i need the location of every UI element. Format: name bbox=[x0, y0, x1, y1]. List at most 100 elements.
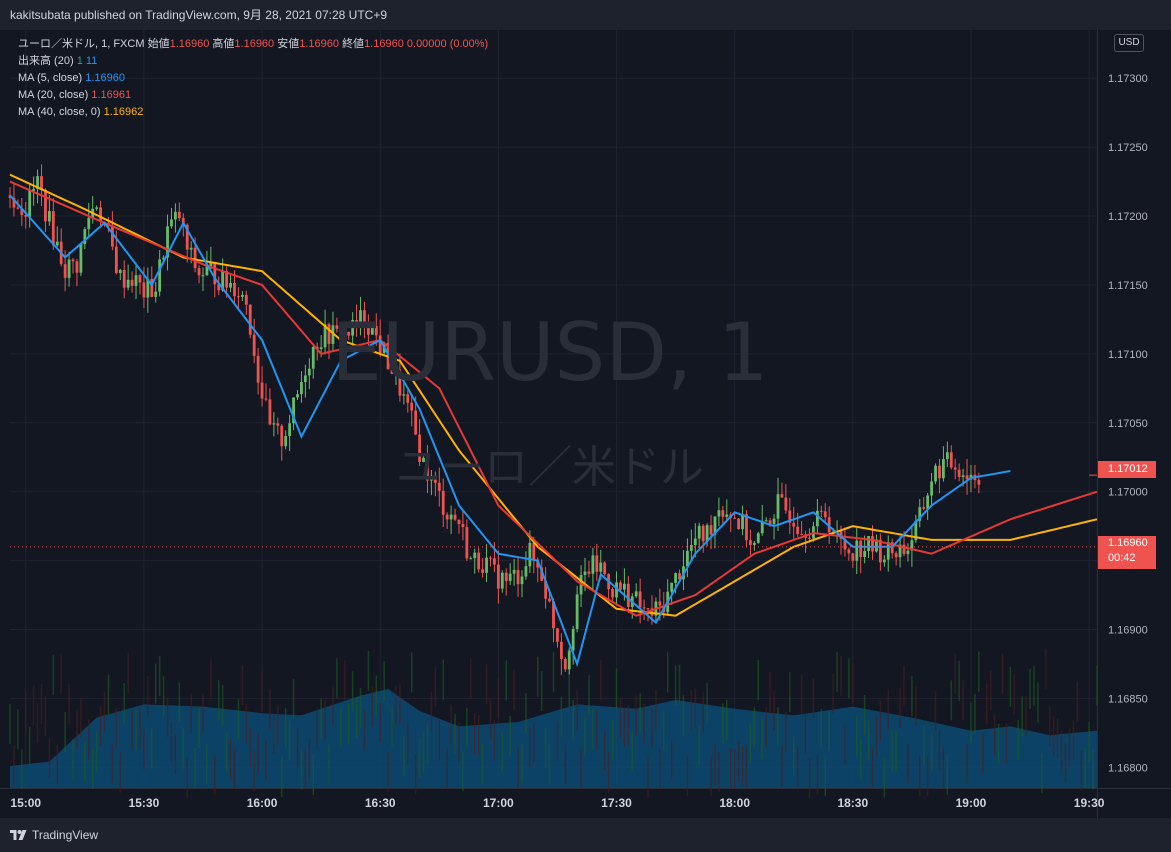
chart-legend: ユーロ／米ドル, 1, FXCM 始値1.16960 高値1.16960 安値1… bbox=[18, 36, 488, 121]
candle-body bbox=[540, 567, 544, 581]
candle-body bbox=[717, 510, 721, 517]
legend-ohlc-row[interactable]: ユーロ／米ドル, 1, FXCM 始値1.16960 高値1.16960 安値1… bbox=[18, 36, 488, 53]
candle-body bbox=[953, 467, 957, 470]
candle-body bbox=[792, 522, 796, 527]
candle-body bbox=[276, 423, 280, 426]
legend-ma20-label[interactable]: MA (20, close) bbox=[18, 89, 89, 101]
candle-body bbox=[567, 650, 571, 670]
legend-ma40-row[interactable]: MA (40, close, 0) 1.16962 bbox=[18, 104, 488, 121]
candle-body bbox=[918, 507, 922, 521]
candle-body bbox=[240, 294, 244, 297]
candle-body bbox=[170, 219, 173, 227]
candle-body bbox=[536, 559, 540, 568]
candle-body bbox=[815, 510, 819, 527]
candle-body bbox=[532, 542, 536, 560]
candle-body bbox=[508, 573, 512, 581]
legend-ma5-label[interactable]: MA (5, close) bbox=[18, 72, 83, 84]
candle-body bbox=[938, 465, 941, 479]
legend-ma5-row[interactable]: MA (5, close) 1.16960 bbox=[18, 70, 488, 87]
candle-body bbox=[689, 545, 693, 551]
legend-close-value: 1.16960 bbox=[364, 38, 404, 50]
candle-body bbox=[339, 328, 343, 345]
y-tick-label: 1.17050 bbox=[1108, 418, 1148, 430]
y-tick-label: 1.16850 bbox=[1108, 693, 1148, 705]
chart-canvas[interactable]: 1.17300 1.17250 1.17200 1.17150 1.17100 1.170… bbox=[0, 30, 1171, 818]
candle-body bbox=[390, 369, 394, 374]
candle-body bbox=[335, 325, 339, 329]
candle-body bbox=[323, 324, 327, 348]
candle-body bbox=[871, 536, 874, 552]
candle-body bbox=[307, 368, 311, 376]
candle-body bbox=[886, 542, 890, 560]
candle-body bbox=[504, 572, 508, 581]
candle-body bbox=[646, 608, 650, 610]
candle-body bbox=[154, 291, 158, 297]
candle-body bbox=[737, 518, 741, 530]
x-tick-label: 17:00 bbox=[483, 796, 514, 810]
tradingview-logo[interactable]: TradingView bbox=[10, 828, 98, 842]
candle-body bbox=[721, 510, 725, 517]
legend-symbol[interactable]: ユーロ／米ドル, 1, FXCM bbox=[18, 38, 145, 50]
candle-body bbox=[670, 582, 674, 592]
candle-body bbox=[957, 469, 961, 477]
candle-body bbox=[158, 259, 162, 292]
candle-body bbox=[138, 275, 142, 283]
legend-volume-row[interactable]: 出来高 (20) 1 11 bbox=[18, 53, 488, 70]
candle-body bbox=[79, 244, 83, 273]
candle-body bbox=[910, 540, 914, 551]
candle-body bbox=[347, 331, 351, 336]
y-tick-label: 1.17200 bbox=[1108, 211, 1148, 223]
candle-body bbox=[418, 434, 421, 462]
current-price-tag: 1.16960 00:42 bbox=[1098, 536, 1156, 569]
y-tick-label: 1.17000 bbox=[1108, 487, 1148, 499]
candle-body bbox=[776, 494, 780, 519]
candle-body bbox=[378, 335, 382, 353]
candle-body bbox=[162, 257, 165, 260]
candle-body bbox=[674, 573, 677, 583]
candle-body bbox=[87, 217, 91, 230]
candle-body bbox=[445, 514, 449, 520]
y-tick-label: 1.16900 bbox=[1108, 625, 1148, 637]
candle-body bbox=[205, 266, 209, 276]
chart-area[interactable]: 1.17300 1.17250 1.17200 1.17150 1.17100 1.170… bbox=[0, 30, 1171, 818]
x-tick-label: 18:00 bbox=[719, 796, 750, 810]
legend-volume-label[interactable]: 出来高 (20) bbox=[18, 55, 74, 67]
candle-body bbox=[118, 269, 122, 274]
candle-body bbox=[366, 321, 370, 335]
candle-body bbox=[843, 538, 847, 550]
legend-high-value: 1.16960 bbox=[234, 38, 275, 50]
candle-body bbox=[847, 549, 851, 554]
legend-ma40-label[interactable]: MA (40, close, 0) bbox=[18, 106, 101, 118]
candle-body bbox=[40, 176, 43, 190]
candle-body bbox=[741, 514, 744, 530]
candle-body bbox=[363, 310, 366, 322]
candle-body bbox=[327, 324, 331, 344]
x-tick-label: 16:30 bbox=[365, 796, 396, 810]
candle-body bbox=[24, 215, 28, 217]
currency-selector[interactable]: USD bbox=[1114, 34, 1144, 52]
candle-body bbox=[370, 326, 374, 335]
candle-body bbox=[493, 558, 496, 565]
legend-volume-value2: 11 bbox=[85, 55, 98, 67]
candle-body bbox=[709, 525, 713, 535]
candle-body bbox=[496, 564, 500, 589]
candle-body bbox=[410, 402, 414, 411]
legend-ma20-row[interactable]: MA (20, close) 1.16961 bbox=[18, 87, 488, 104]
candle-body bbox=[55, 241, 59, 246]
candle-body bbox=[485, 557, 488, 573]
candle-body bbox=[209, 262, 213, 267]
candle-body bbox=[764, 520, 768, 522]
candle-body bbox=[922, 507, 926, 509]
candle-body bbox=[233, 282, 236, 297]
candle-body bbox=[414, 410, 418, 435]
symbol-watermark: EURUSD, 1 bbox=[331, 306, 769, 399]
candle-body bbox=[449, 514, 453, 520]
candle-body bbox=[311, 346, 315, 369]
x-tick-label: 19:00 bbox=[956, 796, 987, 810]
candle-body bbox=[701, 525, 705, 542]
last-price-value: 1.17012 bbox=[1108, 463, 1148, 475]
candle-body bbox=[280, 425, 284, 447]
publish-info-bar: kakitsubata published on TradingView.com… bbox=[0, 0, 1171, 30]
candle-body bbox=[977, 480, 981, 485]
legend-close-label: 終値 bbox=[342, 38, 365, 50]
